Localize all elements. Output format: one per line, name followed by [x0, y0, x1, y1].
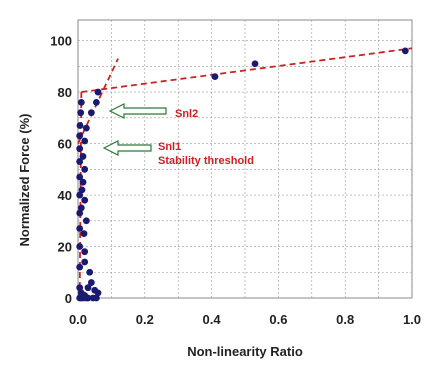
data-point	[76, 225, 84, 232]
y-tick-label: 80	[58, 85, 72, 100]
fit-line	[81, 47, 413, 93]
data-point	[92, 294, 100, 302]
x-tick-label: 0.6	[269, 312, 287, 327]
data-point	[94, 88, 102, 96]
data-point	[76, 158, 84, 165]
data-point	[76, 284, 84, 292]
data-point	[76, 191, 84, 199]
data-point	[80, 230, 88, 238]
data-point	[251, 60, 259, 68]
data-point	[82, 217, 90, 225]
x-axis-title: Non-linearity Ratio	[187, 344, 303, 359]
data-point	[81, 248, 89, 256]
data-point	[77, 98, 85, 106]
y-axis-title: Normalized Force (%)	[17, 114, 32, 247]
data-points	[76, 47, 409, 302]
snl1-label: Snl1	[158, 141, 181, 153]
data-point	[76, 173, 84, 181]
snl2-label: Snl2	[175, 108, 198, 120]
data-point	[81, 137, 89, 145]
data-point	[86, 268, 94, 276]
y-tick-label: 0	[65, 291, 72, 306]
data-point	[87, 279, 95, 286]
data-point	[81, 196, 89, 204]
data-point	[76, 132, 84, 140]
data-point	[78, 186, 86, 194]
y-tick-label: 40	[58, 188, 72, 203]
y-tick-label: 20	[58, 240, 72, 255]
stability-threshold-label: Stability threshold	[158, 155, 254, 167]
data-point	[79, 153, 87, 160]
data-point	[77, 204, 85, 212]
data-point	[92, 98, 100, 106]
tick-labels: 0.0 0.2 0.4 0.6 0.8 1.0 0 20 40 60 80 100	[50, 34, 421, 327]
data-point	[81, 292, 89, 299]
x-tick-label: 1.0	[403, 312, 421, 327]
x-tick-label: 0.8	[336, 312, 354, 327]
snl2-arrow-icon	[108, 103, 167, 119]
data-point	[76, 209, 84, 217]
data-point	[211, 73, 219, 81]
data-point	[79, 178, 87, 186]
data-point	[82, 124, 90, 132]
data-point	[81, 165, 89, 173]
data-point	[87, 109, 95, 117]
data-point	[76, 263, 84, 271]
x-tick-label: 0.2	[136, 312, 154, 327]
y-tick-label: 60	[58, 137, 72, 152]
data-point	[77, 109, 85, 117]
data-point	[84, 284, 92, 292]
data-point	[81, 258, 89, 266]
data-point	[76, 243, 84, 250]
snl1-arrow-icon	[102, 140, 152, 156]
data-point	[94, 289, 102, 297]
data-point	[76, 122, 84, 129]
x-tick-label: 0.0	[69, 312, 87, 327]
y-tick-label: 100	[50, 34, 72, 49]
x-tick-label: 0.4	[203, 312, 222, 327]
data-point	[76, 145, 84, 153]
data-point	[401, 47, 409, 55]
